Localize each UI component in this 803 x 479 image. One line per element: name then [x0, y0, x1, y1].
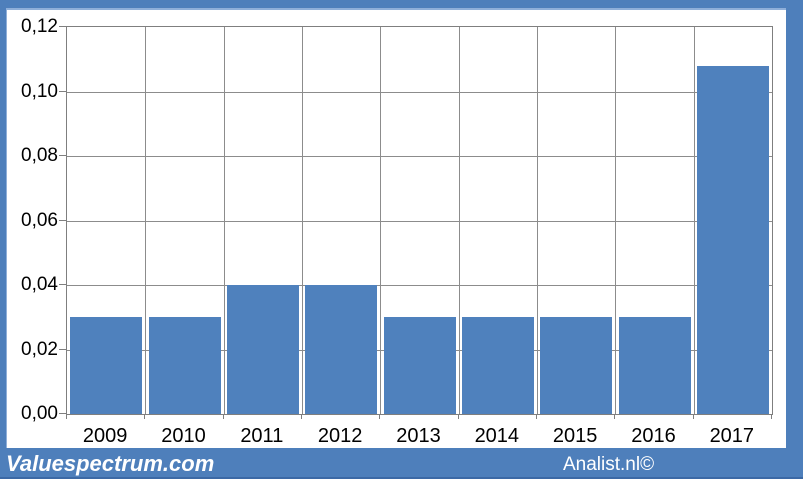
x-category-label: 2010 [161, 425, 206, 447]
footer-bar: Valuespectrum.com Analist.nl© [0, 448, 803, 479]
vertical-gridline [302, 27, 303, 414]
horizontal-gridline [67, 156, 772, 157]
x-tick-mark [457, 414, 459, 419]
valuespectrum-brand: Valuespectrum.com [6, 451, 215, 476]
y-tick-label: 0,00 [21, 403, 58, 424]
y-tick-mark [59, 413, 66, 414]
y-tick-mark [59, 348, 66, 350]
bar-2009 [70, 317, 143, 414]
vertical-gridline [693, 27, 695, 414]
vertical-gridline [615, 27, 617, 414]
bar-2012 [305, 285, 378, 414]
x-category-label: 2011 [240, 425, 284, 447]
vertical-gridline [223, 27, 225, 414]
x-tick-mark [222, 414, 224, 419]
x-category-label: 2016 [631, 425, 676, 447]
y-tick-mark [59, 90, 66, 92]
horizontal-gridline [67, 285, 772, 286]
y-tick-mark [59, 284, 66, 285]
vertical-gridline [380, 27, 382, 414]
bar-2014 [461, 317, 534, 414]
y-tick-label: 0,10 [21, 80, 58, 102]
bar-2016 [618, 317, 691, 414]
bar-2017 [696, 65, 769, 414]
x-tick-mark [66, 414, 67, 419]
x-category-label: 2013 [396, 425, 441, 447]
y-tick-label: 0,12 [21, 16, 58, 37]
x-tick-mark [692, 414, 694, 419]
x-category-label: 2012 [317, 425, 363, 447]
x-tick-mark [144, 414, 146, 419]
horizontal-gridline [67, 91, 772, 93]
vertical-gridline [145, 27, 147, 414]
y-tick-label: 0,06 [21, 209, 58, 231]
bar-2010 [148, 317, 221, 414]
x-tick-mark [771, 414, 772, 419]
x-category-label: 2009 [82, 425, 128, 447]
horizontal-gridline [67, 220, 772, 222]
x-tick-mark [301, 414, 302, 419]
bar-2013 [383, 317, 456, 414]
y-tick-label: 0,02 [21, 338, 58, 360]
bar-2015 [540, 317, 613, 414]
chart-canvas: 0,00 0,02 0,04 0,06 0,08 0,10 0,12 2009 2010 201… [6, 8, 786, 448]
y-tick-label: 0,04 [21, 274, 58, 295]
x-tick-mark [379, 414, 381, 419]
y-tick-mark [59, 155, 66, 156]
x-tick-mark [536, 414, 537, 419]
x-tick-mark [614, 414, 616, 419]
vertical-gridline [458, 27, 460, 414]
bar-2011 [226, 285, 299, 414]
y-tick-mark [59, 219, 66, 221]
analist-brand: Analist.nl© [563, 454, 655, 475]
y-tick-label: 0,08 [21, 145, 58, 166]
plot-area [66, 26, 773, 415]
x-category-label: 2015 [552, 425, 598, 447]
y-tick-mark [59, 26, 66, 27]
x-category-label: 2017 [709, 425, 755, 447]
vertical-gridline [537, 27, 538, 414]
x-category-label: 2014 [474, 425, 520, 447]
